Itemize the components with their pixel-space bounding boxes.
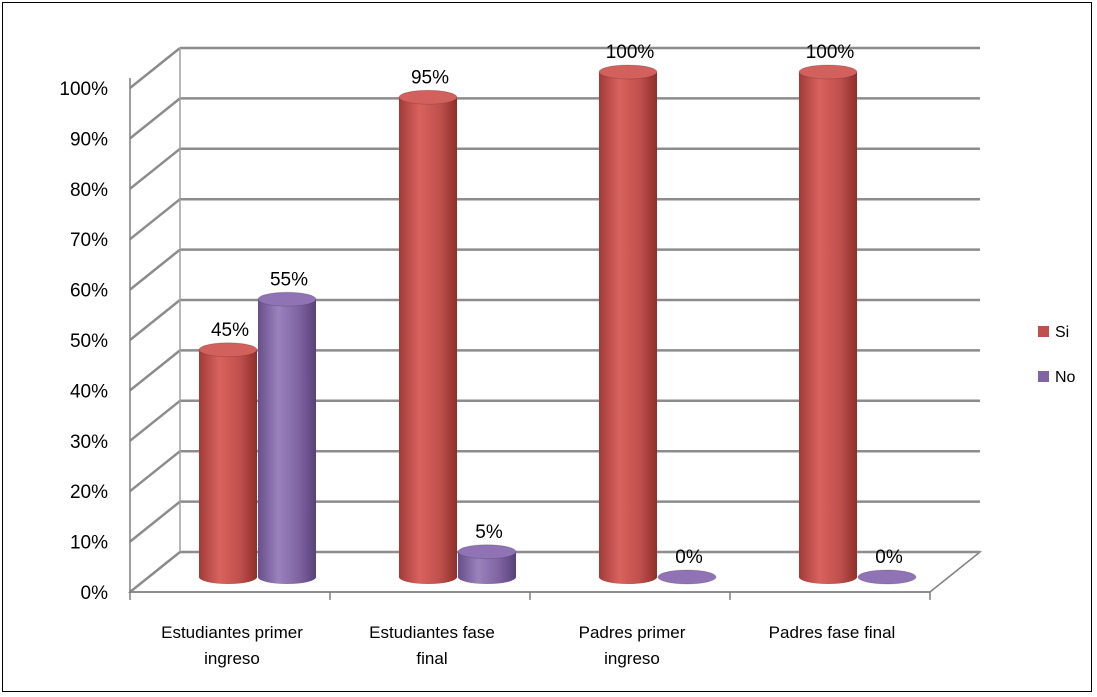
gridline-side: [129, 500, 181, 543]
bar-no: [457, 544, 517, 584]
gridline-side: [129, 248, 181, 291]
y-tick-label: 30%: [70, 432, 108, 453]
data-label: 95%: [411, 67, 449, 88]
gridline-side: [129, 47, 181, 89]
gridline-side: [129, 147, 181, 190]
category-label: Estudiantes primer: [161, 623, 303, 642]
y-tick-label: 20%: [70, 482, 108, 503]
category-label: ingreso: [604, 649, 660, 668]
y-tick-label: 40%: [70, 381, 108, 402]
bar-body: [258, 299, 316, 584]
bar-top: [798, 64, 858, 80]
y-tick-label: 50%: [70, 331, 108, 352]
bars-layer: [198, 64, 917, 585]
bar-si: [398, 89, 458, 584]
y-tick-label: 60%: [70, 281, 108, 302]
bar-top: [398, 89, 458, 105]
bar-no: [257, 291, 317, 584]
gridline-side: [129, 349, 181, 392]
bar-si: [198, 342, 258, 584]
gridline-side: [129, 299, 181, 341]
bar-body: [599, 72, 657, 584]
data-label: 45%: [211, 320, 249, 341]
category-label: final: [416, 649, 447, 668]
category-label: Estudiantes fase: [369, 623, 495, 642]
legend-label: Si: [1055, 324, 1069, 341]
y-tick-label: 80%: [70, 180, 108, 201]
gridline-side: [129, 97, 181, 140]
category-label: Padres primer: [579, 623, 686, 642]
data-label: 100%: [606, 42, 655, 63]
bar-si: [798, 64, 858, 584]
gridline-side: [129, 198, 181, 241]
data-label: 0%: [875, 547, 903, 568]
gridline-side: [129, 551, 181, 593]
bar-top: [598, 64, 658, 80]
category-label: Padres fase final: [769, 623, 896, 642]
labels-layer: 0% 10% 20% 30% 40% 50% 60% 70% 80% 90% 100% 45% 55% E…: [59, 42, 902, 668]
y-tick-label: 100%: [59, 79, 108, 100]
gridline-side: [129, 450, 181, 493]
bar-no: [857, 569, 917, 585]
bar-body: [799, 72, 857, 584]
y-tick-label: 10%: [70, 533, 108, 554]
bar-body: [399, 97, 457, 584]
bar-body: [199, 349, 257, 584]
data-label: 0%: [675, 547, 703, 568]
bar-no: [657, 569, 717, 585]
y-tick-label: 90%: [70, 129, 108, 150]
bar-top: [657, 569, 717, 585]
bar-top: [457, 544, 517, 560]
bar-top: [257, 291, 317, 307]
legend: Si No: [1038, 324, 1076, 386]
legend-swatch: [1038, 326, 1049, 337]
legend-label: No: [1055, 369, 1076, 386]
gridline-side: [129, 399, 181, 442]
data-label: 5%: [475, 522, 503, 543]
y-tick-label: 70%: [70, 230, 108, 251]
data-label: 55%: [270, 269, 308, 290]
bar-top: [857, 569, 917, 585]
category-label: ingreso: [204, 649, 260, 668]
y-tick-label: 0%: [81, 583, 109, 604]
data-label: 100%: [806, 42, 855, 63]
legend-swatch: [1038, 371, 1049, 382]
bar-top: [198, 342, 258, 358]
bar-body: [458, 551, 516, 584]
bar-si: [598, 64, 658, 584]
